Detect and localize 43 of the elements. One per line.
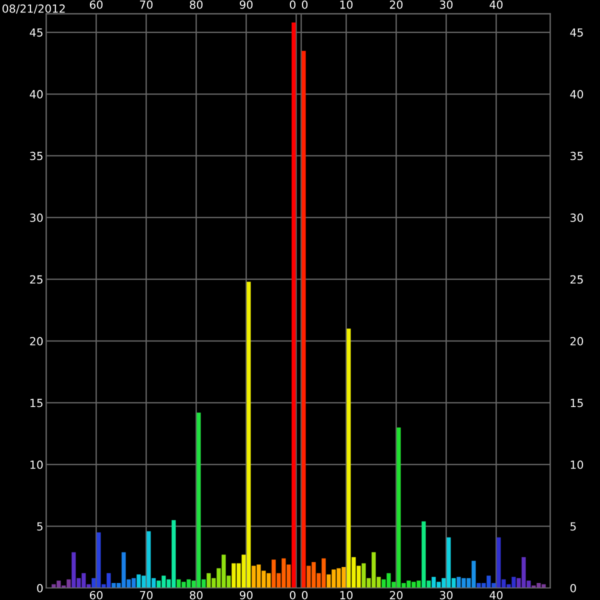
x-tick-label: 90 bbox=[240, 590, 253, 600]
y-tick-label: 30 bbox=[30, 214, 43, 222]
category-label: 10 bbox=[340, 0, 353, 9]
y2-tick-label: 25 bbox=[570, 275, 583, 284]
y2-tick-label: 40 bbox=[570, 90, 584, 98]
y2-tick-label: 30 bbox=[570, 214, 584, 222]
y-tick-label: 0 bbox=[37, 584, 43, 592]
y2-tick-label: 35 bbox=[570, 152, 583, 160]
y-tick-label: 10 bbox=[30, 460, 43, 469]
y-tick-label: 40 bbox=[30, 90, 43, 98]
category-label: 30 bbox=[440, 0, 453, 9]
y2-tick-label: 15 bbox=[570, 398, 583, 408]
bar bbox=[292, 22, 296, 588]
x-tick-label: 0 bbox=[302, 590, 308, 600]
category-label: 20 bbox=[390, 0, 403, 9]
x-tick-label: 70 bbox=[140, 590, 153, 600]
bar bbox=[302, 50, 306, 588]
y2-tick-label: 20 bbox=[570, 337, 584, 346]
y-tick-label: 15 bbox=[30, 398, 42, 408]
y-tick-label: 45 bbox=[30, 28, 42, 37]
category-label: 60 bbox=[90, 0, 103, 9]
x-tick-label: 80 bbox=[190, 590, 203, 600]
x-tick-label: 30 bbox=[440, 590, 453, 600]
x-tick-label: 60 bbox=[90, 590, 103, 600]
category-label: 0 bbox=[290, 0, 296, 9]
y2-tick-label: 45 bbox=[570, 28, 583, 37]
x-tick-label: 20 bbox=[390, 590, 403, 600]
category-label: 70 bbox=[140, 0, 153, 9]
category-label: 90 bbox=[240, 0, 253, 9]
category-label: 80 bbox=[190, 0, 203, 9]
y-tick-label: 20 bbox=[30, 337, 43, 346]
y-tick-label: 5 bbox=[37, 522, 42, 531]
y2-tick-label: 0 bbox=[570, 584, 576, 592]
x-tick-label: 40 bbox=[490, 590, 503, 600]
y-tick-label: 25 bbox=[30, 275, 42, 284]
y2-tick-label: 10 bbox=[570, 460, 584, 469]
text: 08/21/2012 bbox=[2, 4, 65, 14]
x-tick-label: 10 bbox=[340, 590, 353, 600]
category-label: 0 bbox=[302, 0, 308, 9]
category-label: 40 bbox=[490, 0, 503, 9]
x-tick-label: 0 bbox=[290, 590, 296, 600]
y-tick-label: 35 bbox=[30, 152, 42, 160]
y2-tick-label: 5 bbox=[570, 522, 576, 531]
